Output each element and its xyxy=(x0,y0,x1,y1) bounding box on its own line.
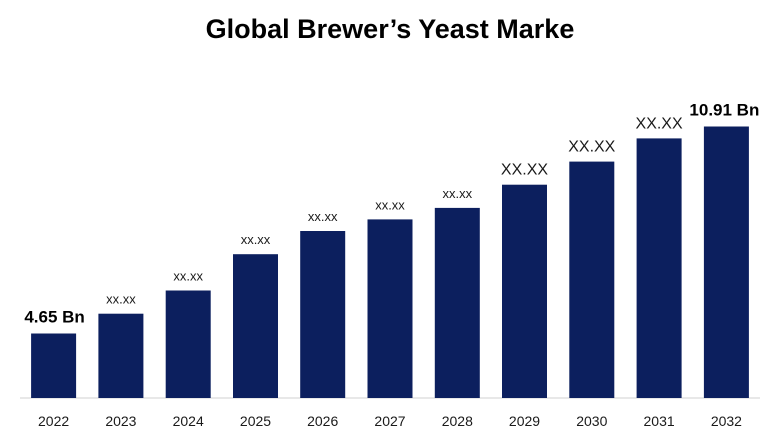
x-tick-2024: 2024 xyxy=(173,413,204,429)
bar-2026 xyxy=(300,231,346,398)
bar-2028 xyxy=(434,207,480,398)
data-label-2031: XX.XX xyxy=(636,115,683,132)
bars-group xyxy=(31,126,749,398)
data-label-2025: xx.xx xyxy=(241,232,271,247)
data-label-2022: 4.65 Bn xyxy=(24,308,84,327)
data-label-2032: 10.91 Bn xyxy=(689,101,759,120)
x-tick-2022: 2022 xyxy=(38,413,69,429)
bar-2023 xyxy=(98,313,144,398)
data-label-2024: xx.xx xyxy=(173,269,203,284)
bar-2030 xyxy=(569,161,615,398)
x-tick-2031: 2031 xyxy=(644,413,675,429)
bar-2031 xyxy=(636,138,682,398)
data-label-2026: xx.xx xyxy=(308,209,338,224)
x-tick-2025: 2025 xyxy=(240,413,271,429)
bar-2032 xyxy=(703,126,749,398)
data-labels-group: 4.65 Bn xx.xx xx.xx xx.xx xx.xx xx.xx xx.xx XX.… xyxy=(24,101,759,327)
x-tick-2023: 2023 xyxy=(105,413,136,429)
bar-2025 xyxy=(233,254,278,398)
x-tick-2027: 2027 xyxy=(374,413,405,429)
data-label-2028: xx.xx xyxy=(442,186,472,201)
bar-2029 xyxy=(502,184,547,398)
x-tick-2029: 2029 xyxy=(509,413,540,429)
data-label-2027: xx.xx xyxy=(375,197,405,212)
bar-2024 xyxy=(165,290,211,398)
x-tick-2028: 2028 xyxy=(442,413,473,429)
bar-2027 xyxy=(367,219,413,398)
x-tick-2026: 2026 xyxy=(307,413,338,429)
data-label-2030: XX.XX xyxy=(568,139,615,156)
data-label-2023: xx.xx xyxy=(106,292,136,307)
x-tick-2030: 2030 xyxy=(576,413,607,429)
x-tick-2032: 2032 xyxy=(711,413,742,429)
data-label-2029: XX.XX xyxy=(501,162,548,179)
x-tick-labels-group: 2022 2023 2024 2025 2026 2027 2028 2029 2030 2031… xyxy=(38,413,742,429)
bar-2022 xyxy=(31,333,77,398)
chart-title: Global Brewer’s Yeast Marke xyxy=(206,14,575,44)
